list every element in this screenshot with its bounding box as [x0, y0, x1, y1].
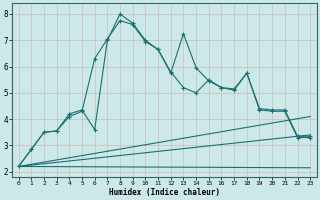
- X-axis label: Humidex (Indice chaleur): Humidex (Indice chaleur): [109, 188, 220, 197]
